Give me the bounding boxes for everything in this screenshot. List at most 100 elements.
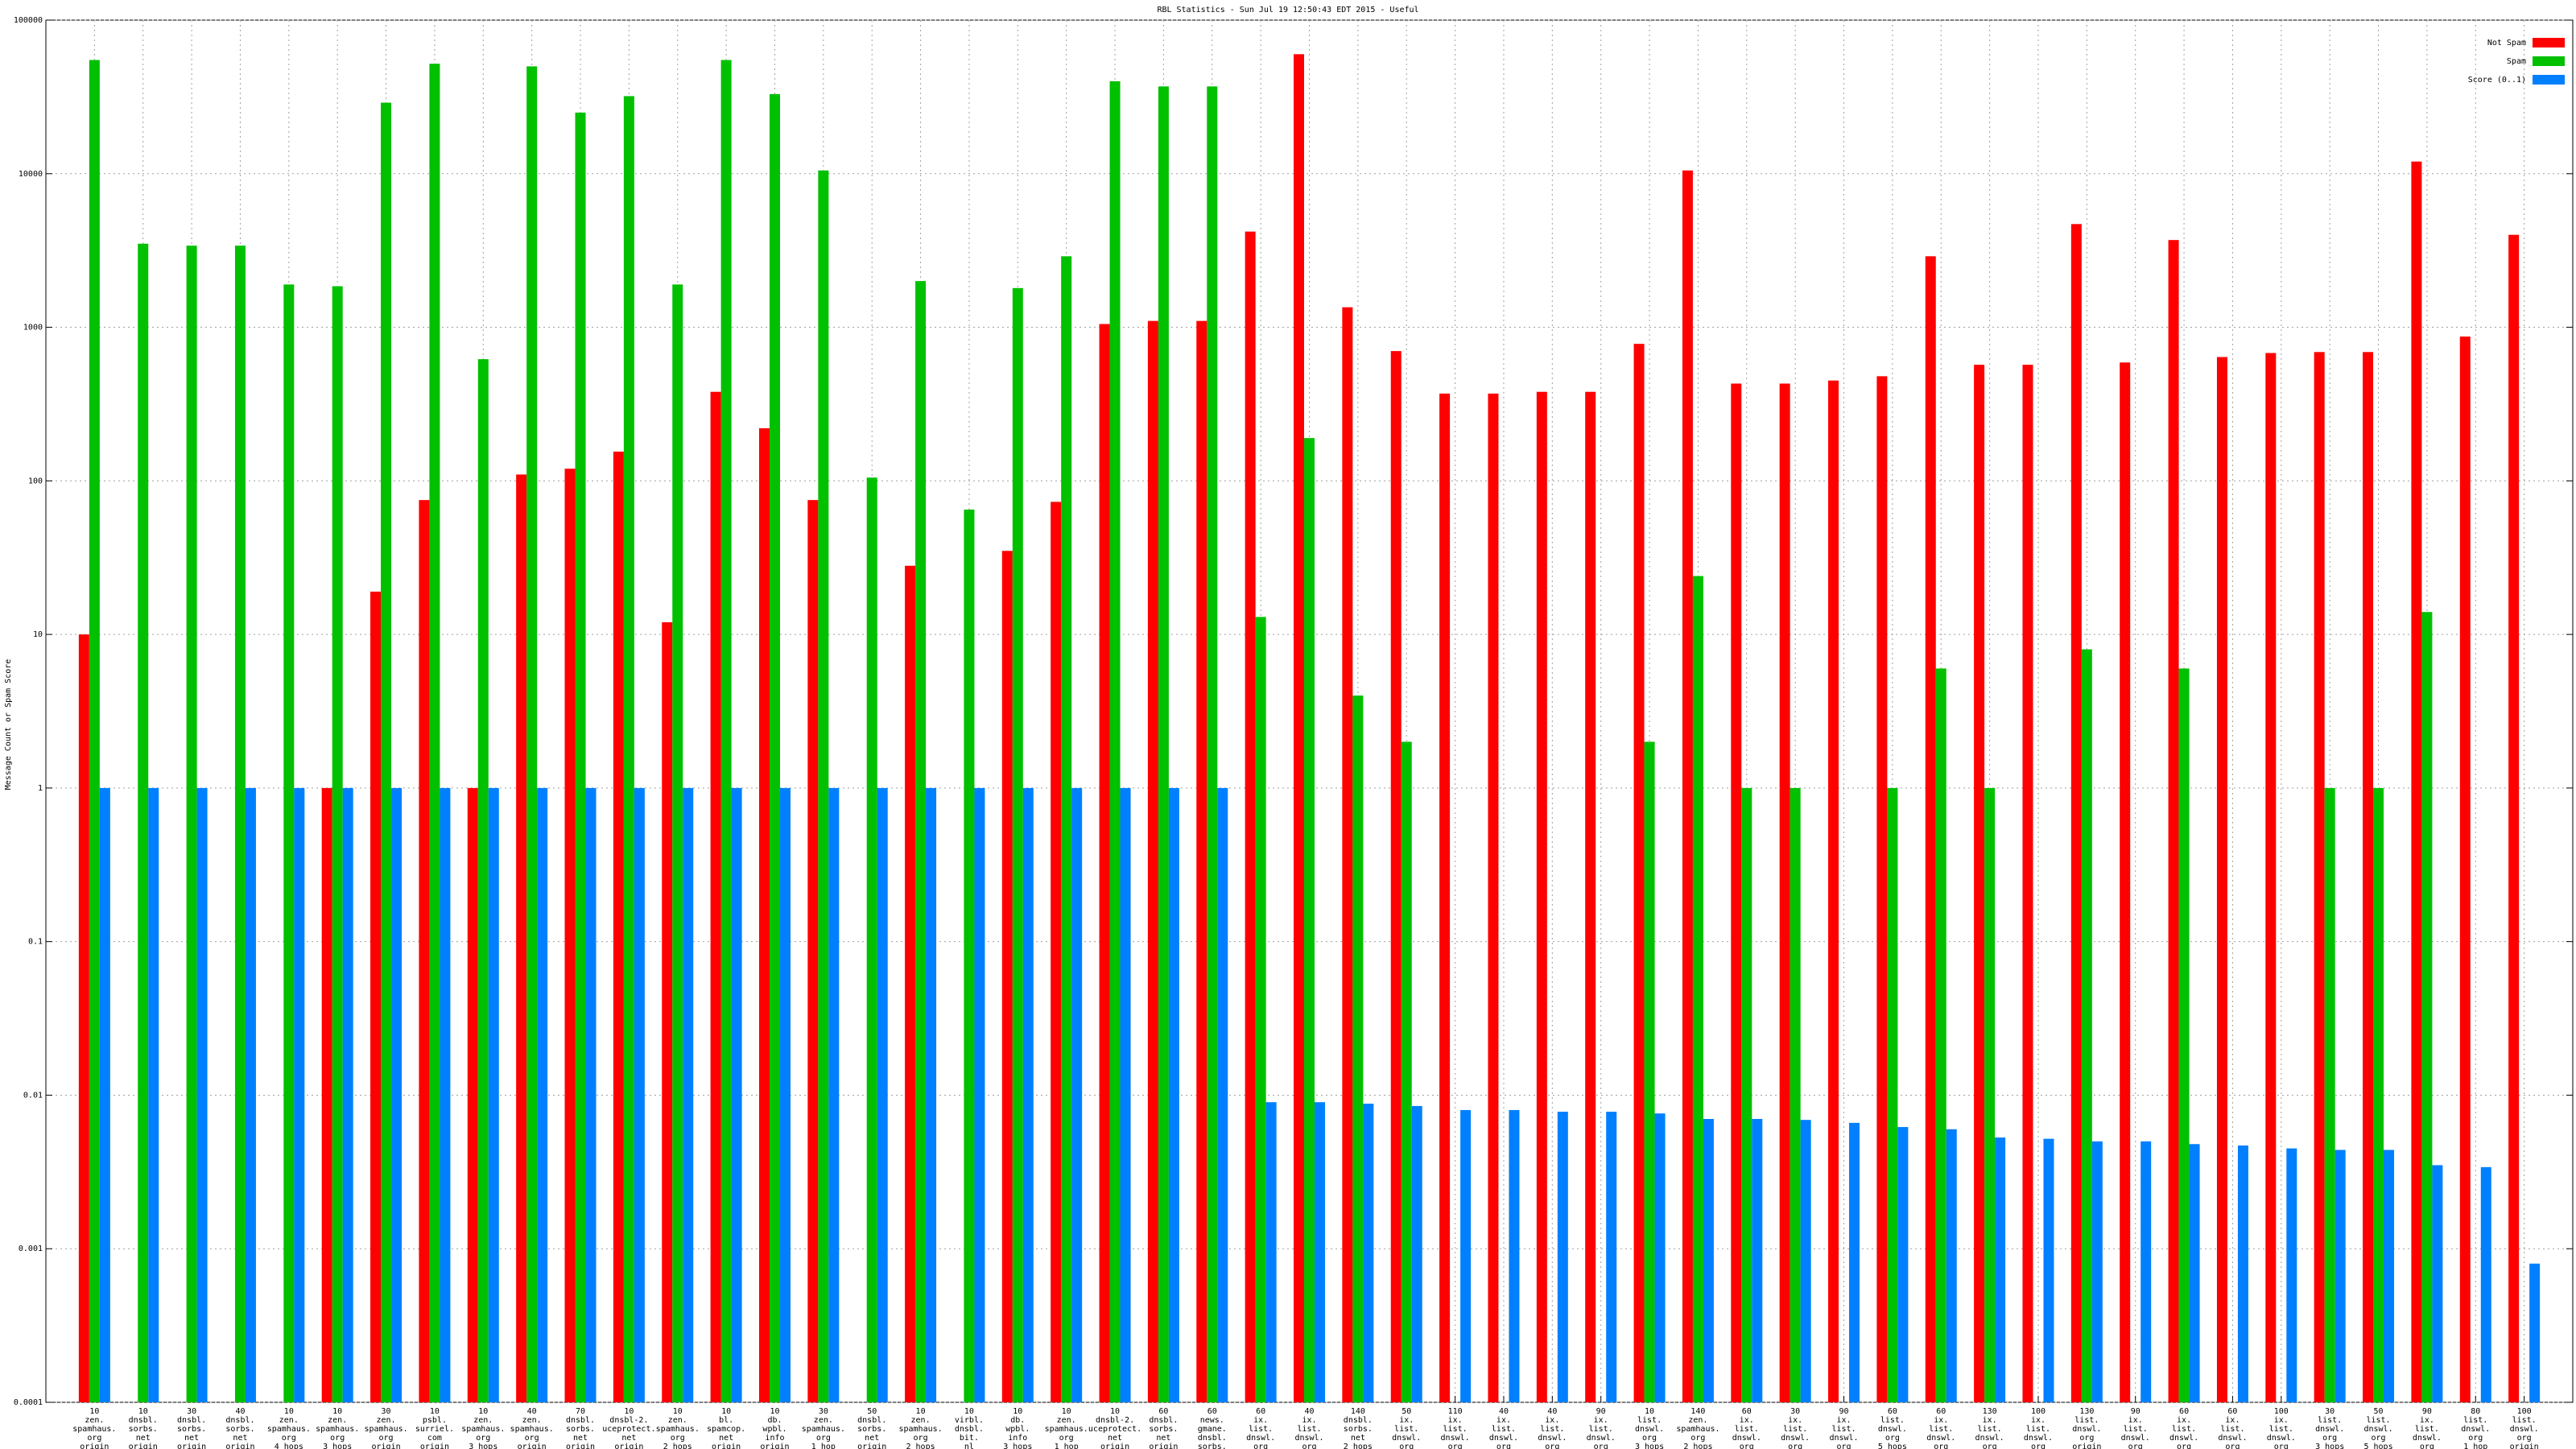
x-tick-label-line: 5 hops xyxy=(1878,1443,1907,1449)
bar xyxy=(974,787,985,1402)
x-tick-label-line: uceprotect. xyxy=(1088,1425,1141,1434)
x-tick-label-line: list. xyxy=(2512,1416,2537,1425)
x-tick-label-line: ix. xyxy=(2031,1416,2046,1425)
x-tick-label-line: org xyxy=(2274,1443,2289,1449)
bar xyxy=(2022,365,2033,1403)
bar xyxy=(1304,438,1315,1402)
x-tick-label: 140 zen. spamhaus. org 2 hops xyxy=(1676,1407,1719,1449)
x-tick-label-line: list. xyxy=(1249,1425,1273,1434)
x-tick-label-line: 60 xyxy=(2179,1407,2189,1416)
bar xyxy=(2265,353,2277,1402)
x-tick-label-line: ix. xyxy=(2274,1416,2289,1425)
bar xyxy=(440,787,451,1402)
x-tick-label-line: spamhaus. xyxy=(1676,1425,1719,1434)
bar xyxy=(1001,551,1013,1403)
x-tick-label-line: dnswl. xyxy=(2169,1434,2198,1443)
x-tick-label-line: org xyxy=(2177,1443,2191,1449)
bar xyxy=(477,359,489,1402)
x-tick-label-line: 2 hops xyxy=(663,1443,692,1449)
bar xyxy=(516,474,527,1402)
x-tick-label-line: org xyxy=(1059,1434,1074,1443)
x-tick-label-line: db. xyxy=(767,1416,782,1425)
x-tick-label-line: sorbs. xyxy=(1149,1425,1178,1434)
bar xyxy=(1439,393,1451,1402)
bar xyxy=(1147,320,1158,1403)
bar xyxy=(2216,357,2227,1402)
bar xyxy=(488,787,499,1402)
x-tick-label-line: origin xyxy=(857,1443,886,1449)
bar xyxy=(731,787,742,1402)
x-tick-label-line: list. xyxy=(1492,1425,1516,1434)
x-tick-label-line: 3 hops xyxy=(2315,1443,2344,1449)
legend-swatch xyxy=(2533,38,2565,47)
x-tick-label-line: ix. xyxy=(1594,1416,1608,1425)
bar xyxy=(196,787,208,1402)
x-tick-label-line: ix. xyxy=(1496,1416,1511,1425)
bar xyxy=(828,787,840,1402)
bar xyxy=(1022,787,1034,1402)
bar xyxy=(1995,1137,2006,1402)
x-tick-label-line: 10 xyxy=(332,1407,342,1416)
x-tick-label-line: ix. xyxy=(1399,1416,1414,1425)
x-tick-label-line: list. xyxy=(1978,1425,2002,1434)
bar xyxy=(2189,1144,2200,1402)
bar xyxy=(866,477,877,1402)
y-tick-label: 0.1 xyxy=(28,938,43,947)
x-tick-label: 40 zen. spamhaus. org origin xyxy=(510,1407,554,1449)
x-tick-label-line: sorbs. xyxy=(1344,1425,1373,1434)
x-tick-label-line: zen. xyxy=(473,1416,493,1425)
x-tick-label-line: list. xyxy=(2269,1425,2293,1434)
x-tick-label-line: 10 xyxy=(284,1407,294,1416)
x-tick-label-line: org xyxy=(1983,1443,1997,1449)
bar xyxy=(1946,1129,1957,1402)
bar xyxy=(807,500,819,1402)
x-tick-label: 30 zen. spamhaus. org 1 hop xyxy=(802,1407,845,1449)
x-tick-label-line: 40 xyxy=(235,1407,245,1416)
x-tick-label-line: list. xyxy=(2366,1416,2390,1425)
x-tick-label-line: spamhaus. xyxy=(1045,1425,1088,1434)
x-tick-label: 30 dnsbl. sorbs. net origin xyxy=(177,1407,206,1449)
x-tick-label-line: zen. xyxy=(85,1416,104,1425)
bar xyxy=(710,391,721,1402)
x-tick-label-line: psbl. xyxy=(423,1416,447,1425)
bar xyxy=(1488,393,1499,1402)
bar xyxy=(1401,741,1412,1402)
x-tick-label-line: dnswl. xyxy=(1294,1434,1323,1443)
x-tick-label-line: list. xyxy=(2124,1425,2148,1434)
x-tick-label-line: org xyxy=(476,1434,490,1443)
bar xyxy=(964,510,975,1402)
x-tick-label-line: list. xyxy=(1637,1416,1662,1425)
bar xyxy=(585,787,597,1402)
bar xyxy=(1654,1113,1666,1402)
x-tick-label-line: dnsbl. xyxy=(1149,1416,1178,1425)
x-tick-label-line: 10 xyxy=(964,1407,974,1416)
bar xyxy=(2314,352,2325,1402)
x-tick-label: 50 dnsbl. sorbs. net origin xyxy=(857,1407,886,1449)
x-tick-label-line: net xyxy=(621,1434,636,1443)
bar xyxy=(720,60,732,1402)
bar xyxy=(429,64,440,1402)
x-tick-label-line: dnswl. xyxy=(2510,1425,2539,1434)
x-tick-label-line: org xyxy=(2420,1443,2434,1449)
x-tick-label-line: 70 xyxy=(576,1407,585,1416)
bar xyxy=(370,591,382,1402)
bar xyxy=(1790,787,1801,1402)
bar xyxy=(283,284,295,1403)
bar xyxy=(2168,240,2179,1403)
x-tick-label: 10 list. dnswl. org 3 hops xyxy=(1635,1407,1664,1449)
x-tick-label-line: dnswl. xyxy=(2315,1425,2344,1434)
x-tick-label-line: 60 xyxy=(1936,1407,1946,1416)
bar xyxy=(1109,80,1121,1403)
x-tick-label-line: origin xyxy=(1100,1443,1129,1449)
bar xyxy=(1255,617,1266,1402)
x-tick-label-line: dnsbl-2. xyxy=(609,1416,648,1425)
bar xyxy=(613,452,624,1403)
x-tick-label-line: db. xyxy=(1010,1416,1025,1425)
bar xyxy=(526,66,538,1403)
x-tick-label-line: info xyxy=(1008,1434,1027,1443)
x-tick-label-line: org xyxy=(2031,1443,2046,1449)
x-tick-label-line: dnswl. xyxy=(1781,1434,1810,1443)
